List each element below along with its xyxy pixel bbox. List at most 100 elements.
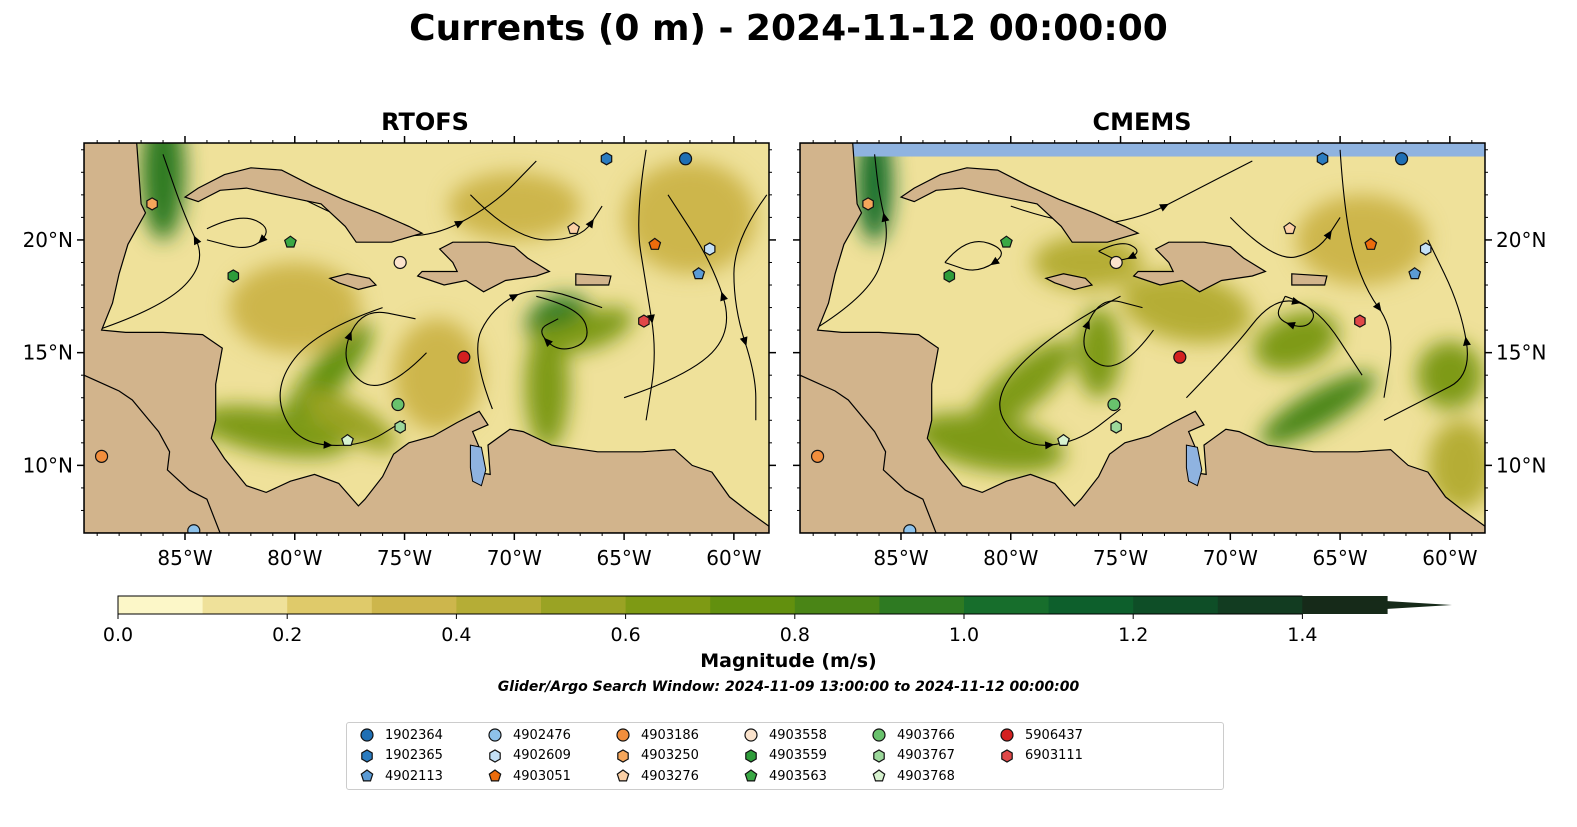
- streamline-arrow: [585, 218, 594, 229]
- marker-4903276: [567, 221, 581, 235]
- marker-4902476: [187, 524, 201, 533]
- streamline-arrow: [646, 314, 655, 324]
- colorbar-bin: [710, 596, 796, 614]
- legend-item: 1902365: [359, 747, 443, 765]
- streamline-arrow: [1323, 230, 1332, 240]
- marker-5906437: [1173, 350, 1187, 364]
- marker-4903250: [146, 197, 158, 211]
- colorbar-bin: [287, 596, 373, 614]
- marker-1902364: [678, 152, 693, 166]
- legend-item: 6903111: [999, 747, 1083, 765]
- marker-4903768: [1057, 433, 1070, 446]
- speed-patch: [969, 340, 1075, 433]
- legend-marker-4902609: [489, 748, 501, 763]
- legend-label: 4903250: [641, 748, 699, 763]
- colorbar-label: Magnitude (m/s): [700, 650, 877, 672]
- colorbar-frame: [117, 595, 1303, 615]
- streamline: [477, 290, 603, 410]
- marker-4903051: [648, 237, 662, 250]
- streamline-arrow: [881, 212, 890, 223]
- legend-label: 5906437: [1025, 727, 1083, 743]
- streamline-arrow: [720, 291, 728, 302]
- legend-marker: [361, 748, 373, 763]
- lon-tick-label: 75°W: [377, 546, 432, 570]
- marker-4903768: [341, 433, 354, 446]
- legend-label: 4903563: [769, 768, 827, 784]
- lon-tick-label: 80°W: [267, 546, 322, 570]
- lon-tick-label: 70°W: [1203, 546, 1258, 570]
- land-jamaica: [1044, 273, 1094, 291]
- legend-item: 4903766: [871, 726, 955, 744]
- lat-tick-label: 20°N: [23, 228, 73, 252]
- legend-marker: [616, 728, 630, 742]
- speed-patch: [141, 143, 185, 240]
- legend-label: 4903051: [513, 768, 571, 784]
- legend-marker-1902364: [360, 728, 374, 742]
- marker-4903250: [862, 197, 874, 211]
- streamline: [1383, 239, 1468, 421]
- colorbar-bin: [879, 596, 965, 614]
- land-hispaniola: [1132, 241, 1267, 293]
- legend-marker-5906437: [1000, 728, 1014, 742]
- land-cuba: [899, 167, 1140, 243]
- marker-4903558: [393, 255, 407, 270]
- streamline: [1339, 149, 1392, 398]
- panel-title-cmems: CMEMS: [1092, 108, 1192, 136]
- land-cuba: [183, 167, 424, 243]
- legend-marker: [744, 728, 758, 742]
- marker-1902364: [1394, 152, 1409, 166]
- colorbar-bin: [964, 596, 1050, 614]
- colorbar-bin: [541, 596, 627, 614]
- streamline-arrow: [1463, 336, 1471, 346]
- legend-item: 4903559: [743, 747, 827, 765]
- legend-label: 4903559: [769, 748, 827, 763]
- lon-tick-label: 70°W: [487, 546, 542, 570]
- legend-label: 4903768: [897, 768, 955, 784]
- lon-tick-label: 80°W: [983, 546, 1038, 570]
- colorbar: 0.0 0.2 0.4 0.6 0.8 1.0 1.2 1.4: [103, 595, 1452, 646]
- legend-marker-4903563: [744, 769, 758, 782]
- speed-patch: [448, 172, 581, 240]
- streamline-arrow: [990, 256, 1000, 266]
- legend-marker-4903558: [744, 728, 758, 742]
- legend-label: 4903767: [897, 748, 955, 763]
- colorbar-tick-label: 0.8: [780, 624, 810, 646]
- legend-marker: [488, 769, 502, 782]
- streamline-arrow: [1082, 319, 1090, 330]
- colorbar-tick-label: 0.2: [272, 624, 302, 646]
- legend-marker: [489, 748, 501, 763]
- legend-marker-4903767: [873, 748, 885, 763]
- land-puerto-rico: [575, 273, 612, 286]
- streamline-arrow: [258, 234, 268, 244]
- legend-item: 4902476: [487, 726, 571, 744]
- legend-item: 4902113: [359, 767, 443, 785]
- streamline-arrow: [1127, 251, 1137, 260]
- land-hispaniola: [416, 241, 551, 293]
- legend-marker-1902365: [361, 748, 373, 763]
- lake-maracaibo: [1185, 444, 1203, 487]
- legend-item: 4903768: [871, 767, 955, 785]
- land-pacific: [800, 374, 937, 533]
- legend-item: 4903250: [615, 747, 699, 765]
- legend-label: 4902609: [513, 748, 571, 763]
- land-jamaica: [328, 273, 378, 291]
- speed-patch: [912, 413, 1065, 473]
- marker-6903111: [1354, 314, 1366, 328]
- land: [84, 143, 769, 533]
- marker-4902609: [1419, 242, 1432, 256]
- colorbar-bin: [625, 596, 711, 614]
- colorbar-bin: [794, 596, 880, 614]
- legend-item: 4903558: [743, 726, 827, 744]
- legend-marker-4903051: [488, 769, 502, 782]
- marker-5906437: [457, 350, 471, 364]
- colorbar-bin: [202, 596, 288, 614]
- land-pacific: [84, 374, 221, 533]
- legend-marker: [616, 769, 630, 782]
- platform-markers: [94, 152, 716, 533]
- land: [800, 143, 1485, 533]
- legend-item: 5906437: [999, 726, 1083, 744]
- map-panel-cmems: [800, 143, 1485, 533]
- colorbar-bin: [1133, 596, 1219, 614]
- marker-4902113: [1408, 267, 1422, 280]
- streamline-arrow: [193, 235, 202, 246]
